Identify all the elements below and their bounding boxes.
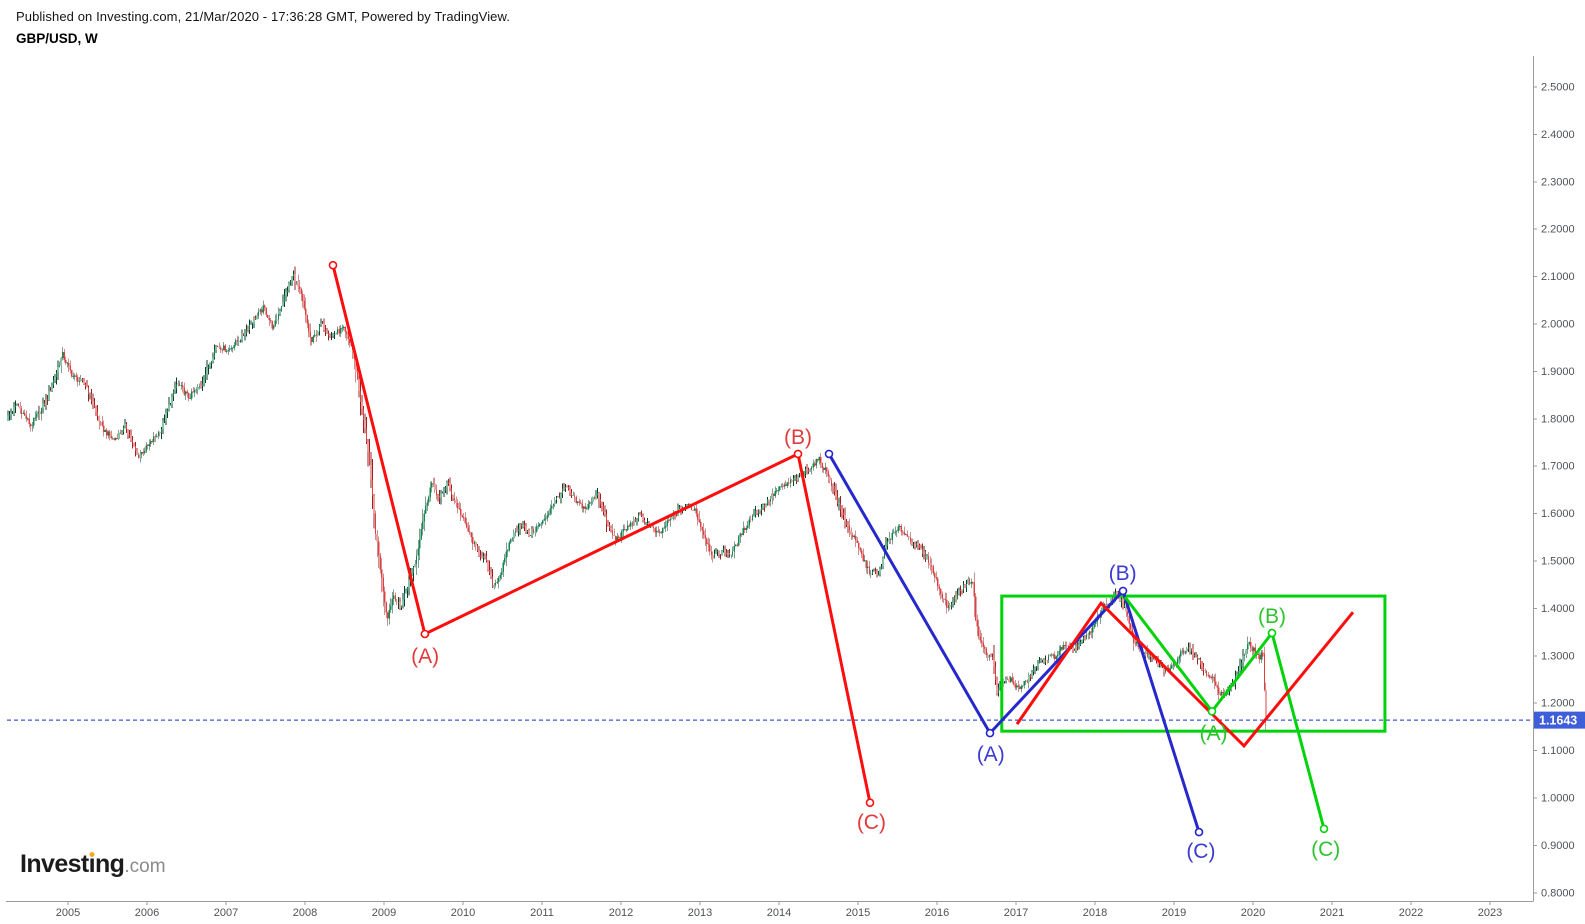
price-tick-label: 1.2000	[1541, 698, 1575, 710]
current-price-tag-value: 1.1643	[1539, 714, 1577, 728]
year-tick-label: 2021	[1320, 907, 1344, 919]
year-tick-label: 2019	[1162, 907, 1186, 919]
elliott-wave-green	[1123, 596, 1326, 830]
price-tick-label: 2.2000	[1541, 224, 1575, 236]
price-tick-label: 2.1000	[1541, 271, 1575, 283]
year-tick-label: 2005	[56, 907, 80, 919]
price-tick-label: 1.8000	[1541, 413, 1575, 425]
year-tick-label: 2023	[1478, 907, 1502, 919]
price-tick-label: 1.5000	[1541, 556, 1575, 568]
price-tick-label: 0.8000	[1541, 887, 1575, 899]
wave-label-green-b: (B)	[1258, 605, 1286, 628]
year-tick-label: 2008	[293, 907, 317, 919]
price-tick-label: 1.6000	[1541, 508, 1575, 520]
year-tick-label: 2007	[214, 907, 238, 919]
elliott-wave-blue-vertex-marker	[1118, 586, 1128, 596]
elliott-wave-blue-vertex-marker	[824, 449, 834, 459]
price-tick-label: 1.3000	[1541, 650, 1575, 662]
year-tick-label: 2016	[925, 907, 949, 919]
chart-header: Published on Investing.com, 21/Mar/2020 …	[16, 9, 510, 46]
year-tick-label: 2022	[1399, 907, 1423, 919]
wave-vertex-markers	[328, 260, 1329, 837]
wave-labels: (A) (B) (C) (A) (B) (C) (A) (B) (C)	[411, 426, 1340, 863]
year-tick-label: 2010	[451, 907, 475, 919]
price-tick-label: 1.9000	[1541, 366, 1575, 378]
price-tick-label: 1.1000	[1541, 745, 1575, 757]
year-tick-label: 2014	[767, 907, 791, 919]
logo-orange-dot-icon	[89, 852, 95, 857]
wave-label-blue-a: (A)	[977, 743, 1005, 766]
wave-label-blue-c: (C)	[1186, 840, 1215, 863]
elliott-wave-green-vertex-marker	[1319, 824, 1329, 834]
elliott-wave-red-secondary	[1015, 600, 1355, 749]
logo-i-letter: ı	[88, 850, 96, 878]
elliott-wave-red-primary-vertex-marker	[420, 629, 430, 639]
elliott-wave-green-vertex-marker	[1207, 706, 1217, 716]
elliott-wave-red-primary-vertex-marker	[793, 449, 803, 459]
year-tick-label: 2020	[1241, 907, 1265, 919]
elliott-wave-red-primary-vertex-marker	[328, 260, 338, 270]
down-candle-wicks	[18, 266, 1267, 732]
wave-label-red-b: (B)	[784, 426, 812, 449]
elliott-wave-blue	[827, 453, 1201, 833]
consolidation-box	[1000, 594, 1387, 733]
price-tick-label: 1.0000	[1541, 793, 1575, 805]
year-tick-label: 2013	[688, 907, 712, 919]
time-axis: 2005 2006 2007 2008 2009 2010 2011 2012 2013 2014…	[56, 901, 1502, 919]
wave-label-red-c: (C)	[857, 811, 886, 834]
price-axis: 2.5000 2.4000 2.3000 2.2000 2.1000 2.0000 1.90…	[1533, 82, 1575, 899]
elliott-wave-red-primary-vertex-marker	[865, 798, 875, 808]
year-tick-label: 2017	[1004, 907, 1028, 919]
symbol-title: GBP/USD, W	[16, 31, 98, 46]
investing-logo: Investı ng.com	[20, 850, 166, 878]
wave-label-blue-b: (B)	[1109, 562, 1137, 585]
price-tick-label: 2.5000	[1541, 82, 1575, 94]
price-tick-label: 2.0000	[1541, 319, 1575, 331]
elliott-wave-green-vertex-marker	[1267, 628, 1277, 638]
logo-suffix-text: .com	[124, 856, 166, 877]
price-tick-label: 1.4000	[1541, 603, 1575, 615]
up-candle-wicks	[7, 270, 1262, 697]
elliott-wave-red-primary	[331, 264, 872, 804]
elliott-wave-blue-vertex-marker	[985, 728, 995, 738]
year-tick-label: 2011	[530, 907, 554, 919]
wave-label-red-a: (A)	[411, 645, 439, 668]
elliott-wave-blue-vertex-marker	[1194, 827, 1204, 837]
published-line: Published on Investing.com, 21/Mar/2020 …	[16, 9, 510, 24]
wave-label-green-a: (A)	[1200, 722, 1228, 745]
price-tick-label: 0.9000	[1541, 840, 1575, 852]
price-tick-label: 2.3000	[1541, 176, 1575, 188]
up-candle-bodies	[7, 273, 1262, 696]
price-tick-label: 1.7000	[1541, 461, 1575, 473]
price-tick-label: 2.4000	[1541, 129, 1575, 141]
logo-brand-text: Invest	[20, 850, 89, 878]
wave-label-green-c: (C)	[1311, 838, 1340, 861]
current-price-tag: 1.1643	[1534, 711, 1585, 729]
year-tick-label: 2006	[135, 907, 159, 919]
axes	[6, 56, 1534, 902]
candlestick-series	[7, 266, 1267, 732]
year-tick-label: 2009	[372, 907, 396, 919]
year-tick-label: 2012	[609, 907, 633, 919]
year-tick-label: 2018	[1083, 907, 1107, 919]
year-tick-label: 2015	[846, 907, 870, 919]
current-price-tag-bg	[1534, 711, 1585, 729]
down-candle-bodies	[17, 273, 1267, 721]
